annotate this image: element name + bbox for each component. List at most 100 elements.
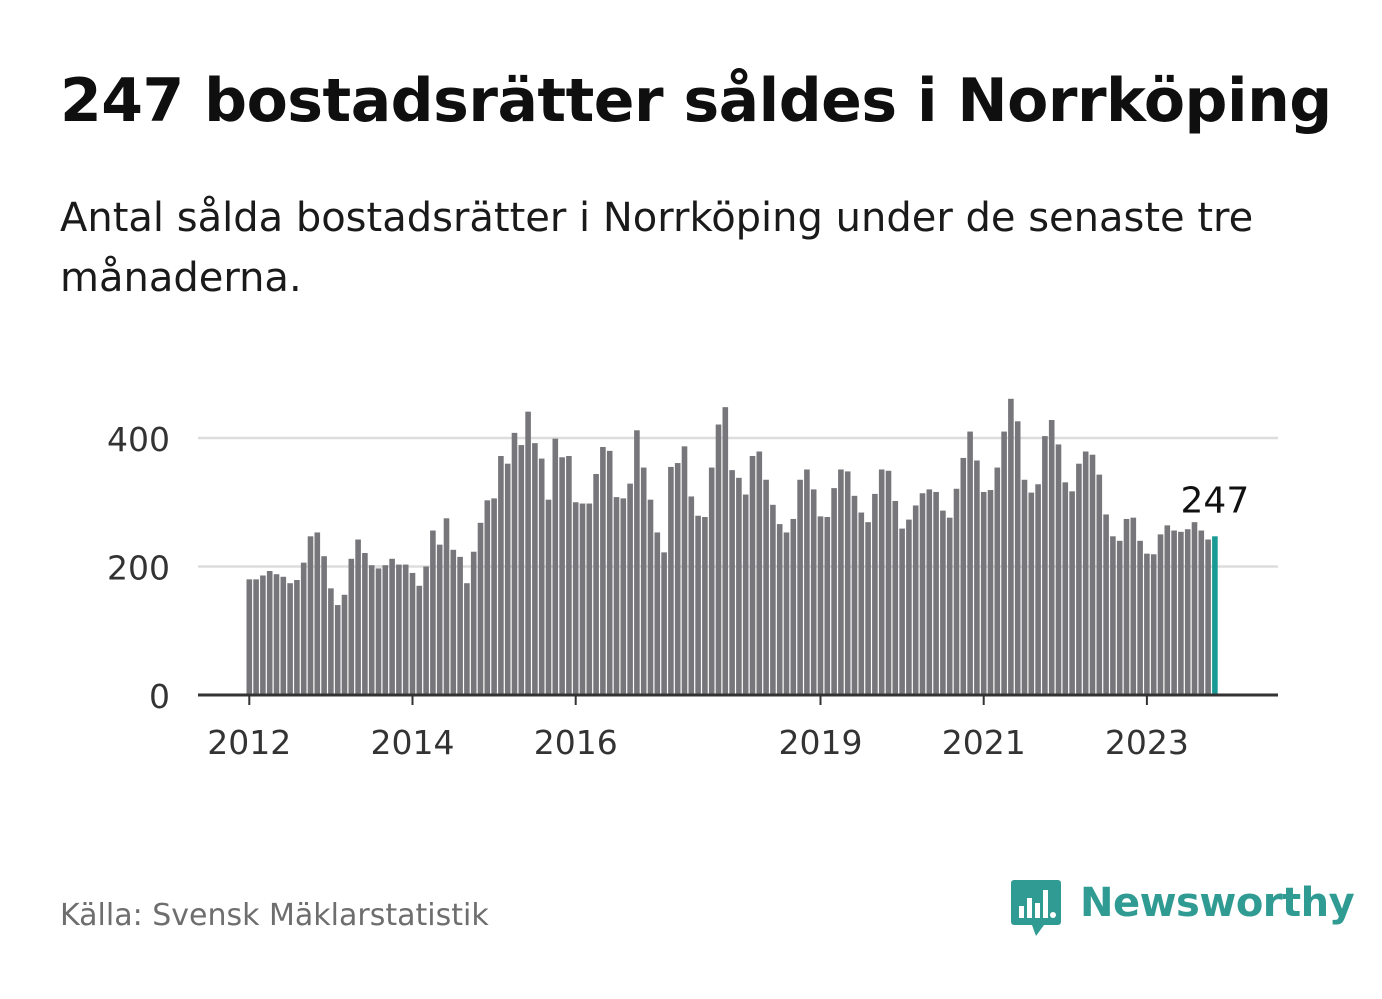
bar (328, 588, 334, 695)
bar (287, 583, 293, 695)
x-tick-label: 2014 (371, 723, 455, 762)
bar (661, 552, 667, 695)
bar (695, 515, 701, 695)
bar (307, 536, 314, 695)
bar (300, 562, 307, 695)
bar (824, 517, 831, 695)
bar (1082, 451, 1089, 695)
bar (491, 498, 497, 695)
x-tick-label: 2019 (779, 723, 863, 762)
bar (742, 494, 749, 695)
bar (627, 483, 633, 695)
bar (654, 532, 661, 695)
chart-subtitle: Antal sålda bostadsrätter i Norrköping u… (60, 195, 1254, 301)
x-tick-label: 2023 (1105, 723, 1189, 762)
bar (1184, 529, 1191, 695)
bar (579, 503, 586, 695)
bar (613, 497, 620, 695)
bar (844, 471, 851, 695)
bar (946, 517, 953, 695)
bar (409, 572, 416, 695)
bar (797, 479, 803, 695)
bar (484, 500, 491, 695)
bar (1178, 531, 1184, 695)
bar (375, 568, 382, 695)
bar (1014, 421, 1021, 695)
bar (402, 564, 409, 695)
bar (776, 524, 783, 695)
bar (498, 455, 504, 695)
bar (1137, 540, 1143, 695)
y-tick-label: 200 (107, 549, 170, 588)
bar (1062, 482, 1069, 695)
bar (722, 407, 729, 695)
bar (674, 463, 681, 695)
bar (647, 499, 654, 695)
bar (246, 579, 253, 695)
bar (810, 489, 817, 695)
bar-chart: 0 200 400 2012 2014 2016 2019 2021 2023 247 (107, 398, 1278, 762)
bar (980, 491, 987, 695)
bar (1048, 420, 1055, 695)
bar (464, 583, 470, 695)
bar (1055, 444, 1062, 695)
bar (389, 558, 395, 695)
bar (294, 579, 300, 695)
bar (974, 460, 980, 695)
bar (783, 532, 790, 695)
y-tick-label: 0 (149, 677, 170, 716)
bar (1116, 540, 1123, 695)
bar (396, 564, 402, 695)
bar (851, 495, 858, 695)
bar (960, 457, 967, 695)
bar (933, 491, 939, 695)
bar (906, 519, 912, 695)
bar (715, 424, 722, 695)
newsworthy-logo-text: Newsworthy (1080, 880, 1355, 926)
bar (1144, 553, 1150, 695)
bar (260, 575, 266, 695)
bar (321, 556, 327, 695)
bar (341, 594, 348, 695)
bar (266, 570, 273, 695)
bar (1171, 530, 1177, 695)
bar (355, 539, 361, 695)
bar-latest (1212, 536, 1218, 695)
bar (865, 522, 871, 695)
bar (314, 532, 321, 695)
bar (423, 566, 429, 695)
bar (538, 458, 545, 695)
newsworthy-logo-icon (1011, 880, 1061, 936)
bar (681, 446, 688, 695)
bar (899, 528, 905, 695)
bar (831, 488, 837, 695)
bar (1110, 536, 1116, 695)
bar (926, 489, 933, 695)
bar (668, 466, 674, 695)
bar (368, 565, 375, 695)
bar (763, 479, 769, 695)
bar (790, 518, 797, 695)
x-tick-label: 2012 (207, 723, 291, 762)
bar (940, 510, 946, 695)
bar (1164, 525, 1171, 695)
bar (708, 467, 715, 695)
bar (1089, 454, 1096, 695)
bar (593, 473, 599, 695)
bar (838, 469, 844, 695)
bar (1096, 474, 1103, 695)
bar (885, 470, 892, 695)
bar (334, 605, 341, 695)
bar (253, 579, 259, 695)
bar (525, 411, 531, 695)
x-tick-label: 2021 (942, 723, 1026, 762)
bar (1191, 522, 1198, 695)
bar (1157, 534, 1164, 695)
bar (770, 504, 776, 695)
chart-title: 247 bostadsrätter såldes i Norrköping (60, 66, 1332, 136)
bar (600, 446, 606, 695)
bar (872, 493, 878, 695)
bar (511, 432, 518, 695)
bar (348, 558, 355, 695)
bar (912, 505, 919, 695)
